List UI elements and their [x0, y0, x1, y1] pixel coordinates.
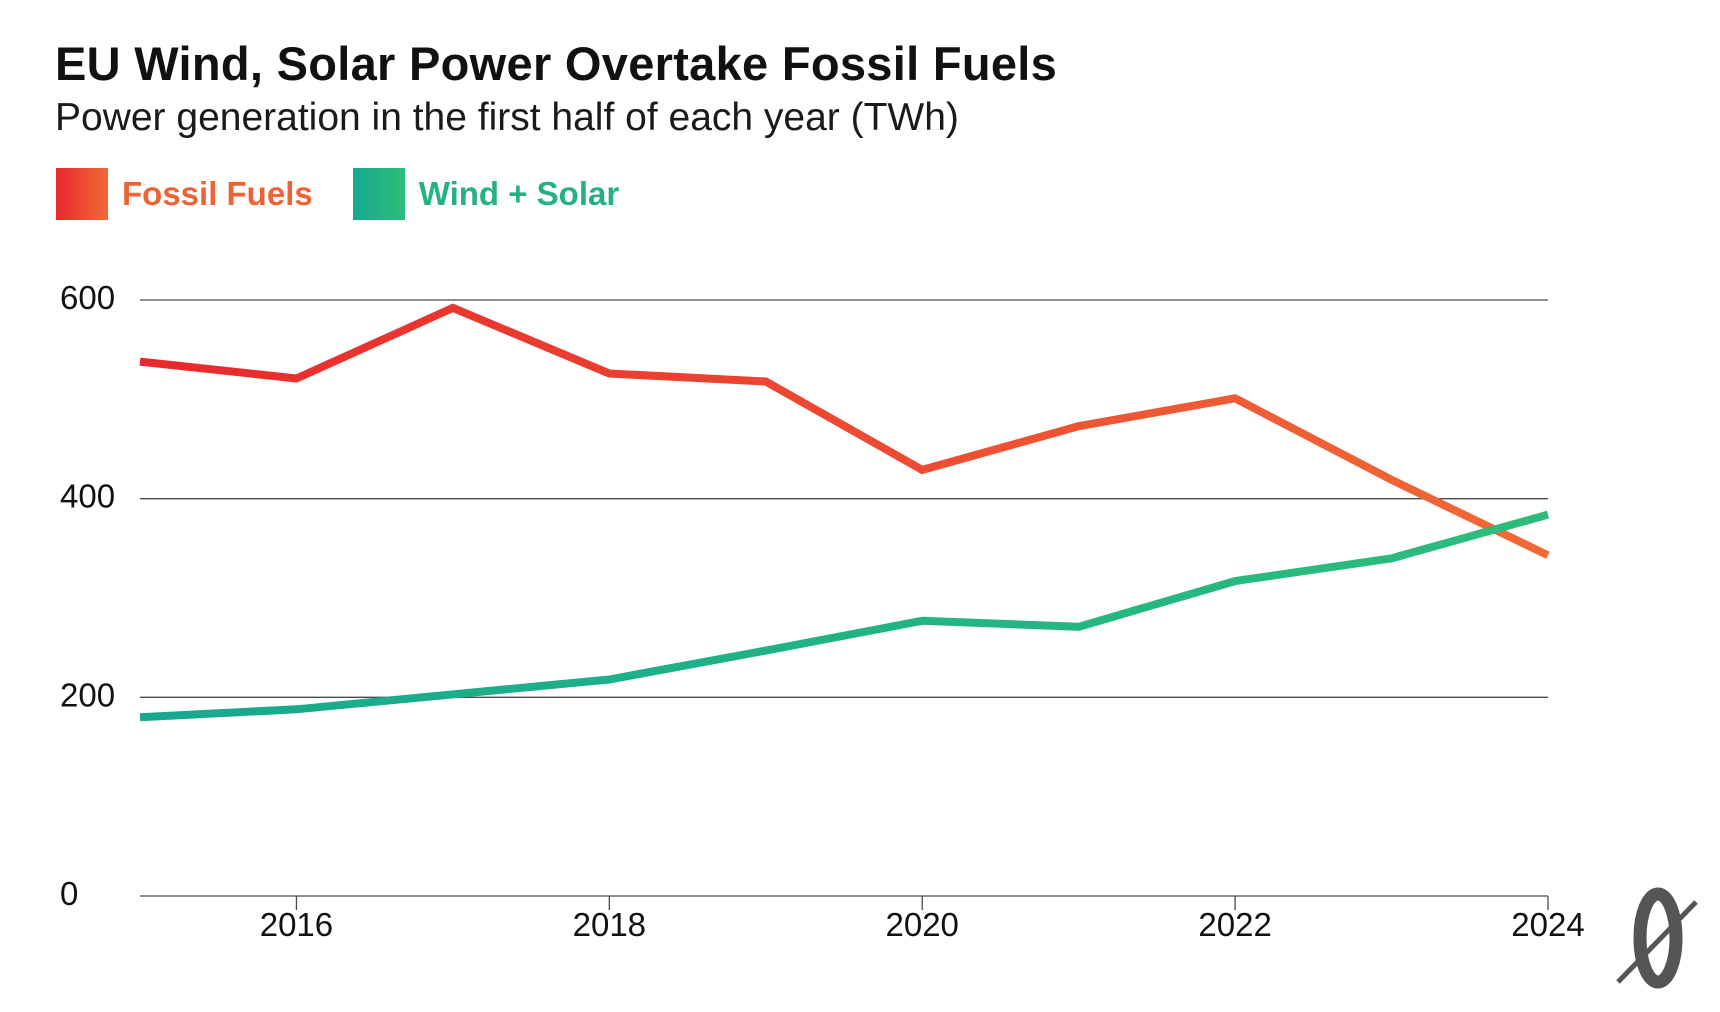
publisher-logo-icon: [1616, 887, 1698, 989]
gridlines: [140, 299, 1548, 897]
x-tick-label-2018: 2018: [573, 906, 646, 943]
chart-title: EU Wind, Solar Power Overtake Fossil Fue…: [55, 37, 1058, 90]
chart-subtitle: Power generation in the first half of ea…: [55, 96, 959, 139]
series-lines: [139, 303, 1550, 722]
x-tick-label-2020: 2020: [886, 906, 959, 943]
legend-label-fossil-fuels: Fossil Fuels: [122, 175, 313, 212]
y-tick-label-400: 400: [60, 478, 115, 515]
x-tick-label-2024: 2024: [1511, 906, 1584, 943]
legend: Fossil Fuels Wind + Solar: [56, 168, 659, 220]
x-axis: 2016 2018 2020 2022 2024: [260, 896, 1585, 943]
y-tick-label-200: 200: [60, 676, 115, 713]
legend-label-wind-solar: Wind + Solar: [418, 175, 620, 212]
y-tick-label-0: 0: [60, 875, 78, 912]
x-tick-label-2016: 2016: [260, 906, 333, 943]
y-tick-label-600: 600: [60, 279, 115, 316]
legend-swatch-fossil-fuels: [56, 168, 108, 220]
legend-item-wind-solar: Wind + Solar: [352, 168, 620, 220]
x-tick-label-2022: 2022: [1198, 906, 1271, 943]
series-line-wind-solar: [139, 510, 1550, 722]
y-axis: 0 200 400 600: [60, 279, 115, 912]
series-line-fossil-fuels: [139, 303, 1550, 559]
legend-item-fossil-fuels: Fossil Fuels: [56, 168, 313, 220]
legend-swatch-wind-solar: [352, 168, 405, 220]
